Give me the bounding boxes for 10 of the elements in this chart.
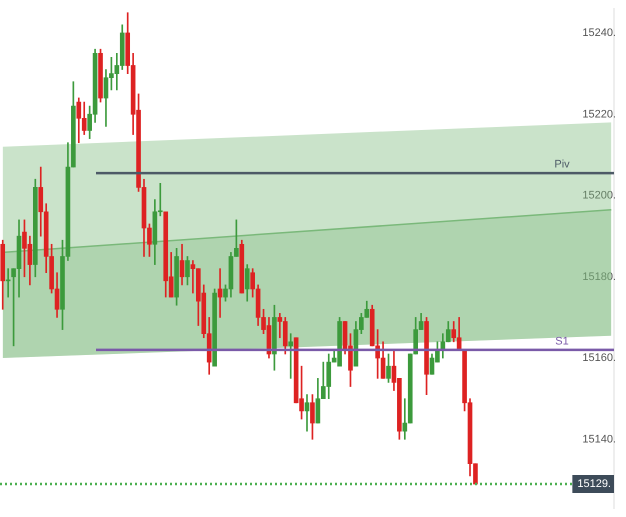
y-tick-label: 15140.: [582, 433, 616, 446]
ref-line-label: Piv: [554, 158, 570, 171]
candlestick: [218, 268, 222, 318]
y-tick-label: 15240.: [582, 27, 616, 40]
y-tick-label: 15220.: [582, 108, 616, 120]
y-tick-label: 15160.: [582, 352, 616, 364]
ref-line-label: 15129.: [577, 478, 611, 490]
candlestick: [304, 394, 310, 432]
ref-line-label: S1: [555, 335, 569, 348]
y-tick-label: 15200.: [582, 190, 616, 202]
